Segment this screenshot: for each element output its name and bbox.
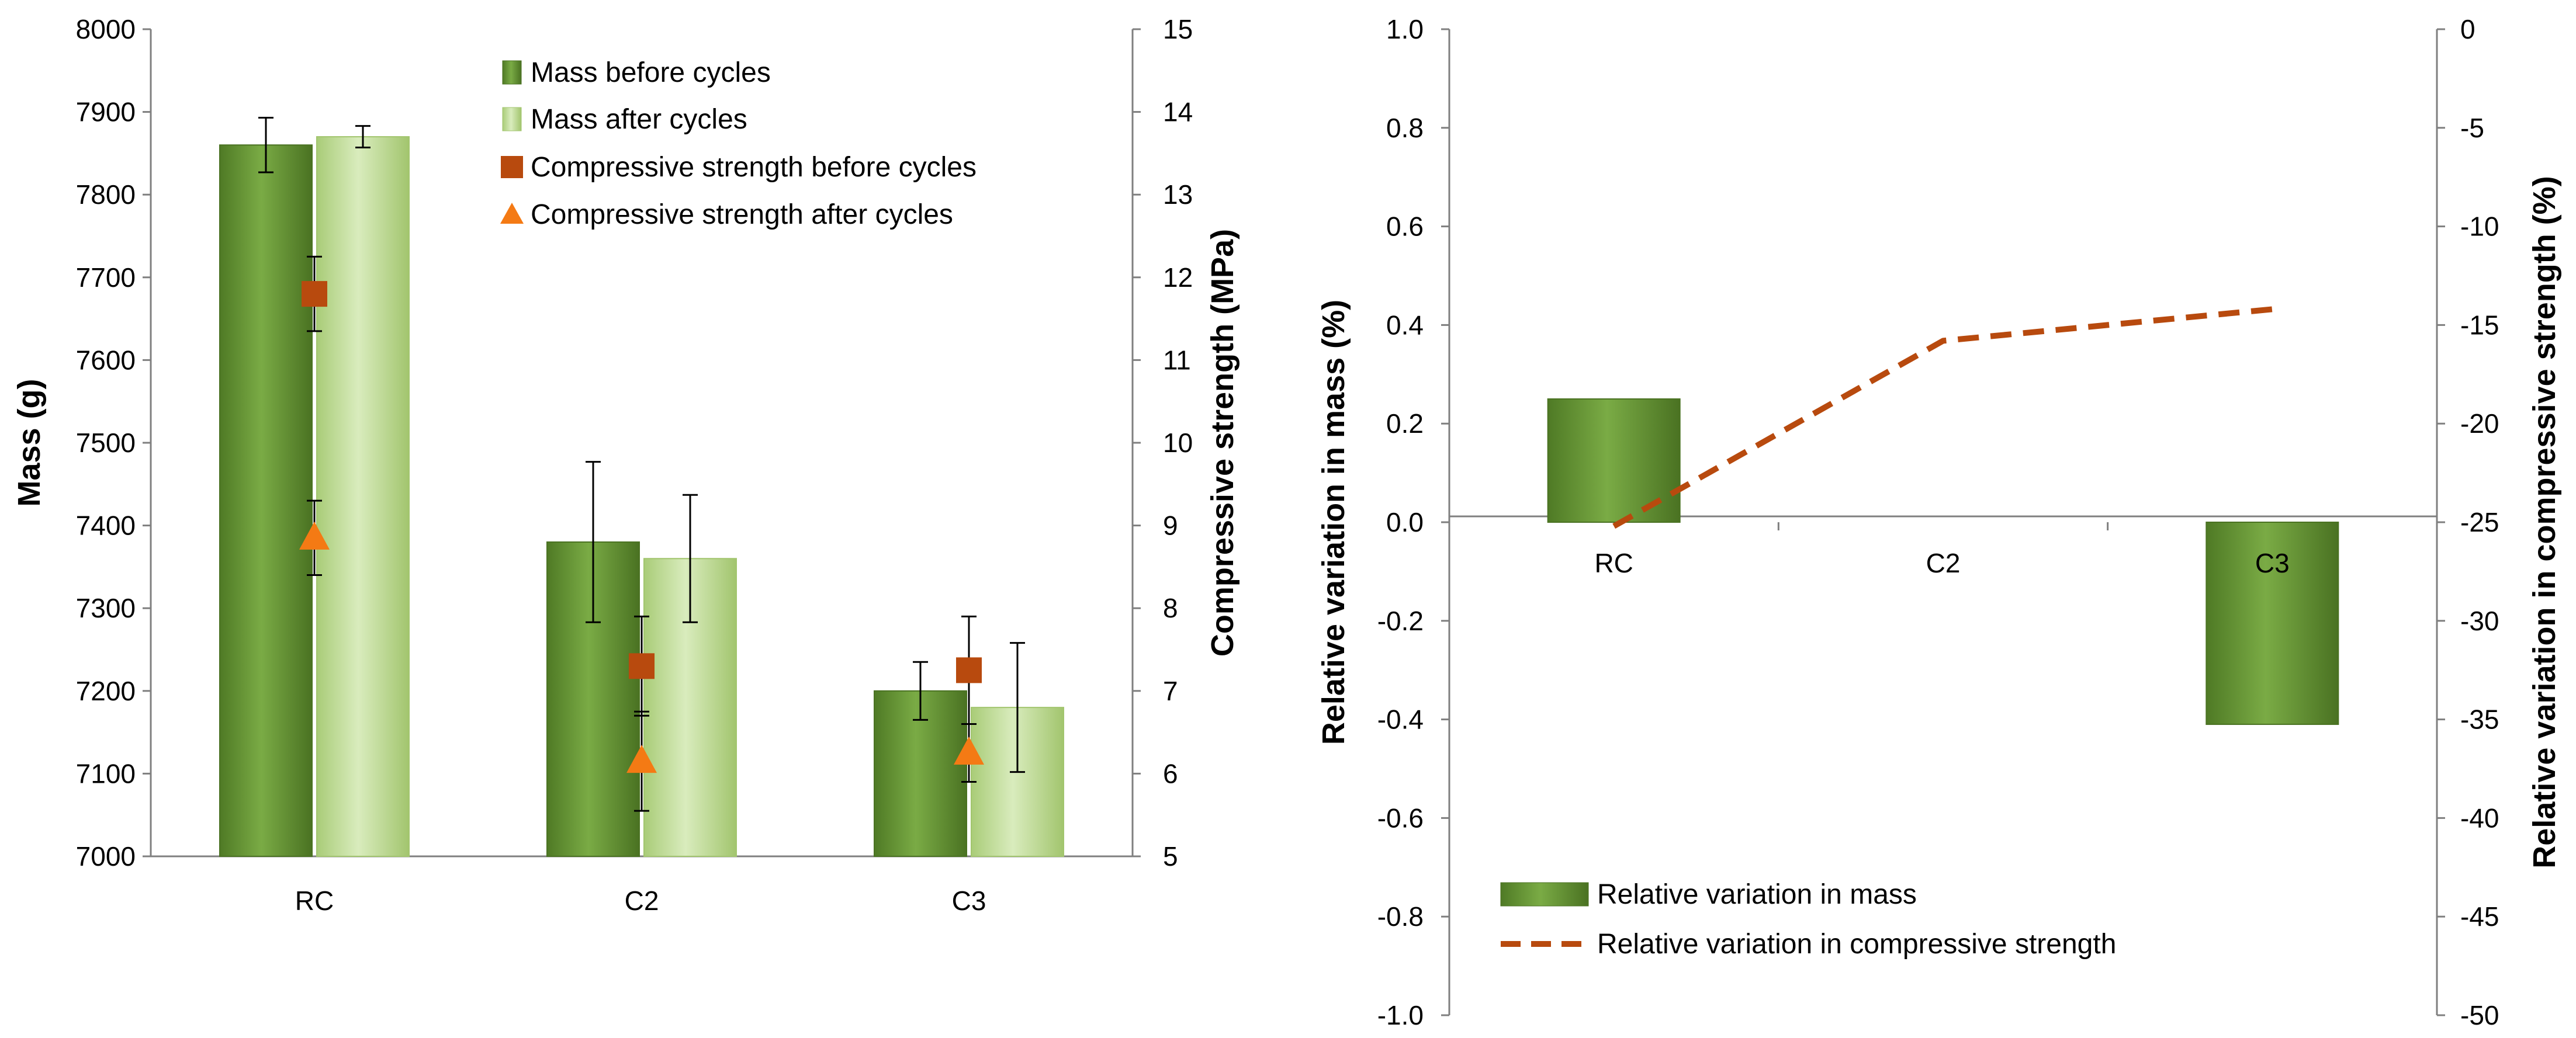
left-y-tick-label: 7600 (76, 345, 136, 375)
right-y2-tick-label: -40 (2460, 803, 2499, 833)
left-y2-tick-label: 5 (1163, 841, 1178, 872)
left-bars (219, 136, 1064, 858)
marker-compressive-strength-before-cycles-c3 (956, 657, 982, 683)
legend-item-rel-mass: Relative variation in mass (1500, 879, 1917, 910)
left-y2-tick-label: 12 (1163, 262, 1193, 293)
legend-label-mass-after: Mass after cycles (531, 104, 747, 135)
marker-compressive-strength-after-cycles-c2 (626, 745, 657, 773)
left-y2-tick-label: 15 (1163, 14, 1193, 44)
right-dashed-line (1612, 306, 2273, 529)
left-y2-tick-label: 9 (1163, 511, 1178, 541)
right-y-tick-label: 0.6 (1386, 211, 1424, 242)
bar-mass-after-cycles-rc (316, 136, 410, 858)
right-y-tick-label: 0.8 (1386, 113, 1424, 143)
left-y2-tick-label: 11 (1163, 345, 1191, 375)
left-legend: Mass before cycles Mass after cycles Com… (500, 57, 977, 230)
right-y-tick-label: -0.2 (1377, 606, 1424, 636)
right-y2-tick-label: -25 (2460, 507, 2499, 537)
legend-item-strength-after: Compressive strength after cycles (500, 199, 953, 230)
line-relative-variation-in-compressive-strength (1612, 306, 2273, 529)
legend-item-mass-after: Mass after cycles (502, 104, 747, 135)
marker-compressive-strength-before-cycles-rc (302, 281, 327, 307)
left-y2-tick-label: 6 (1163, 758, 1178, 789)
right-y2-tick-label: -15 (2460, 310, 2499, 340)
left-y-tick-label: 7500 (76, 428, 136, 458)
legend-label-strength-before: Compressive strength before cycles (531, 152, 977, 183)
legend-label-strength-after: Compressive strength after cycles (531, 199, 953, 230)
left-y-axis-title: Mass (g) (12, 379, 47, 506)
left-y2-tick-label: 7 (1163, 676, 1178, 706)
right-y-tick-label: 1.0 (1386, 14, 1424, 44)
legend-square-marker (501, 156, 523, 178)
left-y2-tick-label: 8 (1163, 593, 1178, 623)
left-y2-axis-title: Compressive strength (MPa) (1205, 229, 1240, 657)
right-y2-tick-label: -30 (2460, 606, 2499, 636)
bar-mass-before-cycles-rc (219, 144, 313, 858)
left-y2-tick-label: 13 (1163, 179, 1193, 210)
right-legend: Relative variation in mass Relative vari… (1500, 879, 2116, 960)
right-y2-tick-label: -50 (2460, 1000, 2499, 1030)
left-x-tick-label-c3: C3 (952, 886, 986, 916)
right-y-axis-title: Relative variation in mass (%) (1316, 300, 1351, 745)
left-y-tick-label: 8000 (76, 14, 136, 44)
right-y2-tick-label: -35 (2460, 704, 2499, 735)
left-ticks: 7000 7100 7200 7300 7400 7500 7600 7700 7800 7900… (76, 14, 1193, 916)
right-y2-axis-title: Relative variation in compressive streng… (2527, 176, 2562, 868)
right-y-tick-label: -0.8 (1377, 901, 1424, 932)
left-x-tick-label-rc: RC (295, 886, 334, 916)
bar-relative-variation-in-mass-c3 (2205, 522, 2339, 725)
left-markers (299, 281, 984, 773)
left-y2-tick-label: 10 (1163, 428, 1193, 458)
right-y-tick-label: -1.0 (1377, 1000, 1424, 1030)
marker-compressive-strength-after-cycles-c3 (954, 737, 984, 765)
right-y2-tick-label: 0 (2460, 14, 2475, 44)
right-y-tick-label: -0.4 (1377, 704, 1424, 735)
legend-item-strength-before: Compressive strength before cycles (501, 152, 977, 183)
legend-swatch-mass-before (502, 60, 522, 85)
left-y-tick-label: 7100 (76, 758, 136, 789)
left-y-tick-label: 7300 (76, 593, 136, 623)
left-error-bars (258, 117, 1025, 812)
right-bars (1547, 398, 2339, 725)
right-x-tick-label-rc: RC (1594, 548, 1633, 578)
legend-item-rel-strength: Relative variation in compressive streng… (1501, 929, 2116, 960)
right-y2-tick-label: -20 (2460, 408, 2499, 439)
left-y-tick-label: 7200 (76, 676, 136, 706)
right-y2-tick-label: -10 (2460, 211, 2499, 242)
bar-relative-variation-in-mass-rc (1547, 398, 1681, 523)
left-y-tick-label: 7000 (76, 841, 136, 872)
legend-label-rel-strength: Relative variation in compressive streng… (1597, 929, 2116, 960)
legend-item-mass-before: Mass before cycles (502, 57, 771, 88)
right-y-tick-label: 0.0 (1386, 507, 1424, 537)
chart-right: Relative variation in mass (%) Relative … (1316, 14, 2562, 1030)
legend-label-mass-before: Mass before cycles (531, 57, 771, 88)
right-y2-tick-label: -5 (2460, 113, 2484, 143)
left-y-tick-label: 7400 (76, 511, 136, 541)
left-y-tick-label: 7800 (76, 179, 136, 210)
chart-left: 7000 7100 7200 7300 7400 7500 7600 7700 7800 7900… (12, 14, 1240, 916)
right-y-tick-label: -0.6 (1377, 803, 1424, 833)
marker-compressive-strength-before-cycles-c2 (629, 653, 655, 679)
right-y-tick-label: 0.4 (1386, 310, 1424, 340)
left-y-tick-label: 7900 (76, 97, 136, 127)
right-x-tick-label-c2: C2 (1926, 548, 1961, 578)
legend-swatch-mass-after (502, 107, 522, 131)
legend-label-rel-mass: Relative variation in mass (1597, 879, 1917, 910)
left-x-tick-label-c2: C2 (625, 886, 659, 916)
right-y-tick-label: 0.2 (1386, 408, 1424, 439)
left-y2-tick-label: 14 (1163, 97, 1193, 127)
left-y-tick-label: 7700 (76, 262, 136, 293)
marker-compressive-strength-after-cycles-rc (299, 521, 330, 550)
legend-swatch-rel-mass (1500, 882, 1589, 907)
right-x-tick-label-c3: C3 (2255, 548, 2290, 578)
right-ticks: -1.0 -0.8 -0.6 -0.4 -0.2 0.0 0.2 0.4 0.6 0.8 1.0 -5… (1377, 14, 2499, 1030)
right-y2-tick-label: -45 (2460, 901, 2499, 932)
legend-triangle-marker (500, 203, 524, 224)
